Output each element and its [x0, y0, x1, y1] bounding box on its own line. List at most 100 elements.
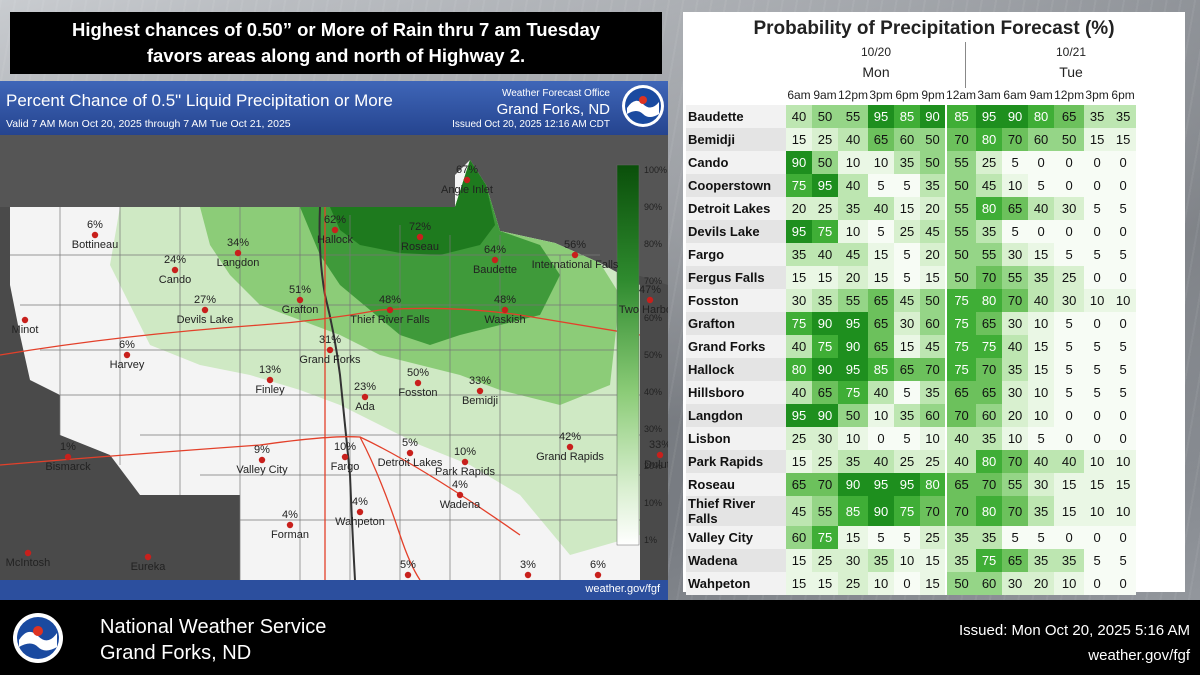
- pop-cell: 15: [786, 266, 812, 289]
- town-dot: [258, 456, 266, 464]
- pop-cell: 70: [920, 496, 947, 526]
- pop-cell: 15: [1028, 243, 1055, 266]
- pop-cell: 40: [945, 427, 977, 450]
- time-header: 9am: [1029, 88, 1053, 102]
- legend-label: 40%: [644, 387, 662, 397]
- pop-table: 6am 9am 12pm 3pm 6pm 9pm 12am 3am 6am 9am 12pm 3pm 6…: [686, 85, 1137, 595]
- pop-cell: 40: [945, 450, 977, 473]
- town-pct: 4%: [352, 496, 368, 508]
- table-row: Wadena 15 25 30 35 10 15 35 75 65 35 35 5 5: [686, 549, 1137, 572]
- town-pct: 4%: [282, 509, 298, 521]
- town-dot: [171, 266, 179, 274]
- issued-time: Issued: Mon Oct 20, 2025 5:16 AM: [959, 622, 1190, 639]
- pop-cell: 0: [1084, 572, 1111, 595]
- pop-cell: 55: [838, 289, 869, 312]
- town-name: Valley City: [236, 464, 288, 476]
- pop-cell: 40: [868, 197, 895, 220]
- town-marker: 56% International Falls: [532, 239, 619, 271]
- pop-cell: 25: [920, 450, 947, 473]
- pop-cell: 5: [1028, 174, 1055, 197]
- pop-cell: 75: [945, 358, 977, 381]
- pop-cell: 50: [920, 151, 947, 174]
- pop-cell: 0: [1084, 526, 1111, 549]
- highways: [0, 207, 641, 580]
- town-pct: 27%: [194, 294, 216, 306]
- pop-cell: 55: [1002, 473, 1029, 496]
- town-dot: [286, 521, 294, 529]
- pop-cell: 80: [976, 128, 1003, 151]
- pop-cell: 80: [920, 473, 947, 496]
- pop-cell: 10: [1028, 312, 1055, 335]
- state-border: [318, 206, 356, 580]
- table-row: Hallock 80 90 95 85 65 70 75 70 35 15 5 5 5: [686, 358, 1137, 381]
- pop-cell: 30: [894, 312, 921, 335]
- town-name: Harvey: [110, 359, 145, 371]
- town-marker: 1% Bismarck: [45, 441, 91, 473]
- pop-cell: 5: [1110, 197, 1137, 220]
- pop-cell: 75: [894, 496, 921, 526]
- town-dot: [461, 458, 469, 466]
- table-row: Valley City 60 75 15 5 5 25 35 35 5 5 0 0 0: [686, 526, 1137, 549]
- pop-cell: 0: [1110, 526, 1137, 549]
- pop-cell: 10: [838, 220, 869, 243]
- pop-cell: 55: [945, 197, 977, 220]
- pop-cell: 35: [1002, 358, 1029, 381]
- pop-cell: 65: [976, 312, 1003, 335]
- town-name: Eureka: [131, 561, 167, 573]
- table-row: Grand Forks 40 75 90 65 15 45 75 75 40 15 5 5 5: [686, 335, 1137, 358]
- pop-cell: 5: [894, 526, 921, 549]
- pop-cell: 5: [1110, 358, 1137, 381]
- pop-cell: 5: [1002, 526, 1029, 549]
- time-header-row: 6am 9am 12pm 3pm 6pm 9pm 12am 3am 6am 9am 12pm 3pm 6…: [686, 85, 1136, 105]
- pop-cell: 80: [976, 289, 1003, 312]
- pop-cell: 10: [838, 427, 869, 450]
- precip-zone-darkest: [330, 160, 495, 255]
- town-name: Thief River Falls: [350, 314, 430, 326]
- pop-cell: 5: [1110, 381, 1137, 404]
- town-dot: [566, 443, 574, 451]
- town-dot: [404, 571, 412, 579]
- pop-cell: 90: [812, 312, 838, 335]
- pop-cell: 40: [868, 450, 895, 473]
- town-marker: 6% Cambridge: [571, 559, 625, 580]
- site-url[interactable]: weather.gov/fgf: [1088, 647, 1190, 664]
- pop-cell: 35: [945, 526, 977, 549]
- pop-cell: 65: [894, 358, 921, 381]
- town-marker: 4% Wahpeton: [335, 496, 385, 528]
- town-name: Morris: [393, 579, 424, 580]
- pop-cell: 75: [812, 335, 838, 358]
- town-pct: 13%: [259, 364, 281, 376]
- site-name: Fergus Falls: [686, 266, 786, 289]
- pop-cell: 15: [786, 549, 812, 572]
- pop-cell: 10: [1110, 496, 1137, 526]
- town-pct: 24%: [164, 254, 186, 266]
- pop-cell: 65: [945, 473, 977, 496]
- footer-bar: National Weather Service Grand Forks, ND…: [0, 600, 1200, 675]
- town-pct: 34%: [227, 237, 249, 249]
- map-footer-url[interactable]: weather.gov/fgf: [585, 583, 660, 595]
- date-tue: 10/21: [1055, 45, 1087, 59]
- pop-cell: 40: [786, 105, 812, 128]
- pop-cell: 75: [945, 335, 977, 358]
- pop-cell: 15: [786, 128, 812, 151]
- pop-cell: 65: [812, 381, 838, 404]
- pop-cell: 0: [1110, 427, 1137, 450]
- town-name: Bismarck: [45, 461, 91, 473]
- town-name: Wadena: [440, 499, 481, 511]
- town-dot: [406, 449, 414, 457]
- pop-cell: 20: [920, 243, 947, 266]
- pop-cell: 65: [1002, 549, 1029, 572]
- town-name: Ada: [355, 401, 375, 413]
- town-name: Langdon: [217, 257, 260, 269]
- pop-cell: 50: [945, 266, 977, 289]
- pop-cell: 75: [838, 381, 869, 404]
- pop-cell: 25: [1054, 266, 1085, 289]
- pop-cell: 5: [1084, 243, 1111, 266]
- site-name: Thief River Falls: [686, 496, 786, 526]
- table-row: Baudette 40 50 55 95 85 90 85 95 90 80 65 35 35: [686, 105, 1137, 128]
- pop-cell: 95: [894, 473, 921, 496]
- pop-cell: 40: [1054, 450, 1085, 473]
- pop-cell: 15: [812, 572, 838, 595]
- pop-cell: 5: [1084, 335, 1111, 358]
- pop-cell: 75: [976, 549, 1003, 572]
